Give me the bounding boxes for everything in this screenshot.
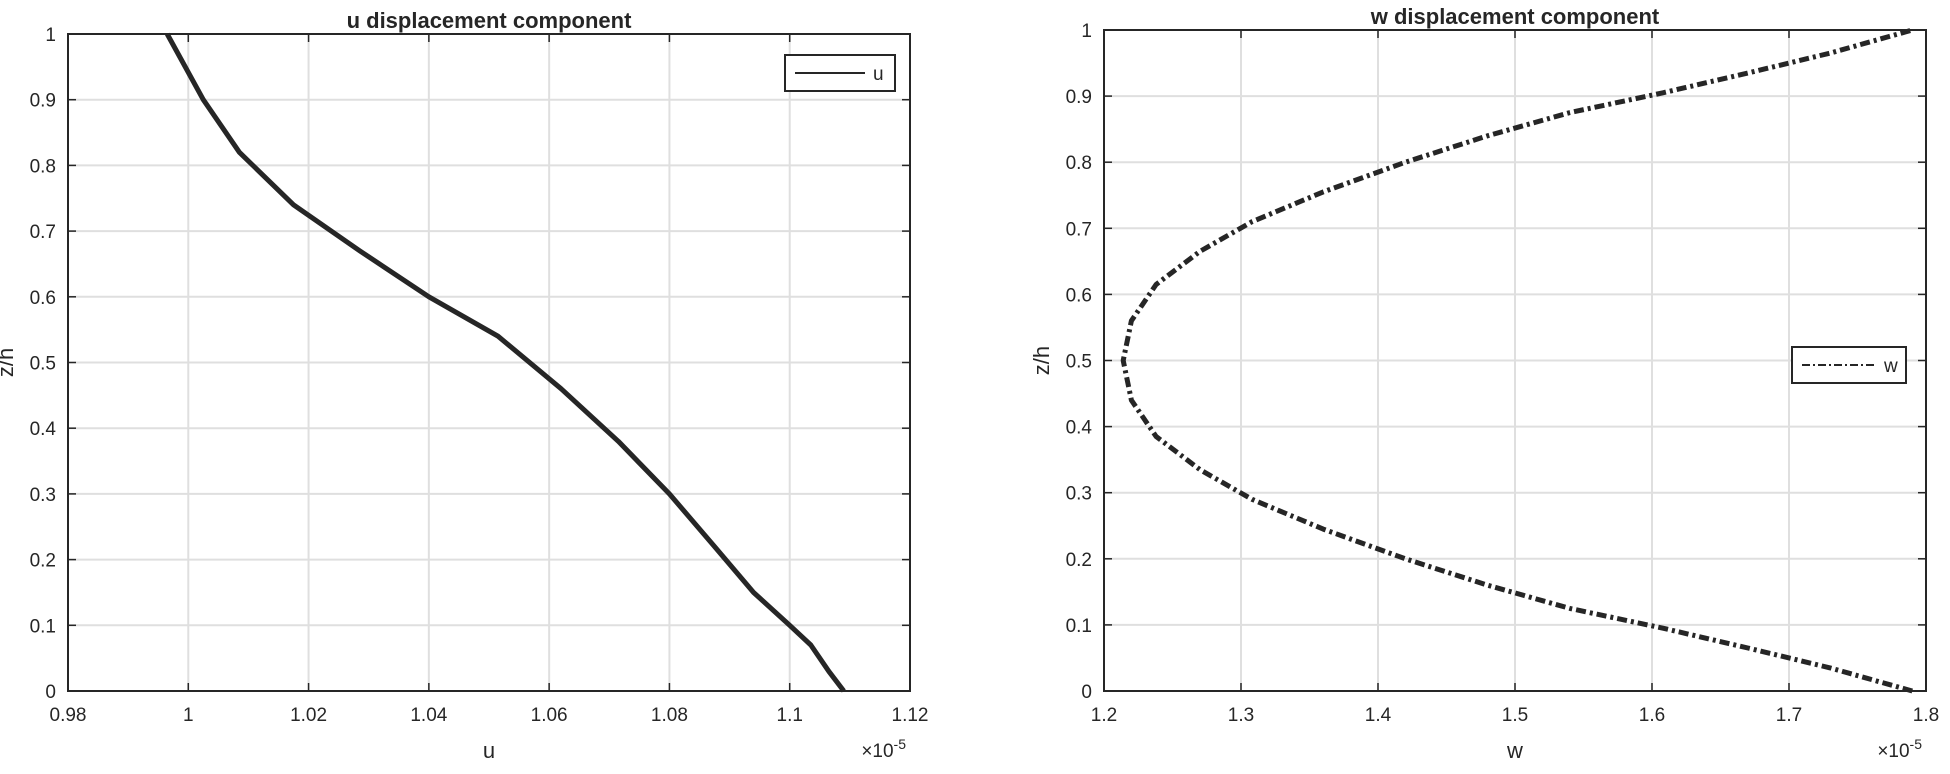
x-tick-label: 1.6 bbox=[1639, 705, 1665, 726]
y-tick-label: 1 bbox=[1081, 21, 1092, 42]
legend-box bbox=[1791, 346, 1907, 384]
x-tick-label: 0.98 bbox=[50, 705, 87, 726]
y-tick-label: 0 bbox=[1081, 682, 1092, 703]
x-axis-multiplier-exponent: -5 bbox=[1910, 736, 1923, 752]
x-axis-multiplier-exponent: -5 bbox=[894, 736, 907, 752]
x-tick-label: 1.7 bbox=[1776, 705, 1802, 726]
x-tick-label: 1.06 bbox=[531, 705, 568, 726]
x-axis-label: u bbox=[483, 738, 495, 763]
y-tick-label: 0.5 bbox=[30, 354, 56, 375]
x-axis-multiplier: ×10-5 bbox=[861, 736, 906, 762]
x-tick-label: 1.08 bbox=[651, 705, 688, 726]
x-axis-multiplier-base: ×10 bbox=[1877, 741, 1909, 762]
series-u-line bbox=[165, 32, 846, 693]
x-tick-label: 1.8 bbox=[1913, 705, 1939, 726]
x-tick-label: 1.02 bbox=[290, 705, 327, 726]
y-tick-label: 0.9 bbox=[30, 91, 56, 112]
y-tick-label: 0.6 bbox=[30, 288, 56, 309]
y-tick-label: 0.9 bbox=[1066, 87, 1092, 108]
y-tick-label: 0.4 bbox=[30, 419, 57, 440]
x-axis-label: w bbox=[1506, 738, 1523, 763]
grid-lines bbox=[68, 34, 910, 691]
legend: w bbox=[1791, 346, 1907, 384]
y-axis-label: z/h bbox=[1029, 346, 1054, 375]
y-tick-label: 0.1 bbox=[30, 616, 56, 637]
y-tick-label: 0.7 bbox=[1066, 219, 1092, 240]
x-tick-label: 1.3 bbox=[1228, 705, 1254, 726]
y-tick-label: 0.5 bbox=[1066, 352, 1092, 373]
series-w-line bbox=[1120, 27, 1913, 694]
w-displacement-chart: 1.2 1.3 1.4 1.5 1.6 1.7 1.8 0 0.1 0.2 0.3 0.4 0.5 0.6… bbox=[1029, 4, 1939, 763]
y-tick-label: 0.8 bbox=[1066, 153, 1092, 174]
y-tick-label: 0.2 bbox=[1066, 550, 1092, 571]
y-tick-label: 0.3 bbox=[1066, 484, 1092, 505]
y-tick-label: 0.4 bbox=[1066, 418, 1093, 439]
x-tick-label: 1.04 bbox=[410, 705, 447, 726]
y-tick-label: 0.2 bbox=[30, 551, 56, 572]
axes-box bbox=[67, 33, 911, 692]
y-tick-label: 0.3 bbox=[30, 485, 56, 506]
x-tick-label: 1 bbox=[183, 705, 194, 726]
x-tick-label: 1.4 bbox=[1365, 705, 1392, 726]
legend-label: w bbox=[1883, 356, 1898, 377]
x-axis-multiplier: ×10-5 bbox=[1877, 736, 1922, 762]
chart-title: w displacement component bbox=[1370, 4, 1660, 29]
y-tick-label: 0.6 bbox=[1066, 285, 1092, 306]
y-axis-label: z/h bbox=[0, 348, 18, 377]
x-tick-label: 1.1 bbox=[777, 705, 803, 726]
y-tick-label: 0.7 bbox=[30, 222, 56, 243]
legend: u bbox=[784, 54, 896, 92]
y-tick-label: 1 bbox=[45, 25, 56, 46]
axes-box bbox=[1103, 29, 1927, 692]
y-tick-label: 0.1 bbox=[1066, 616, 1092, 637]
legend-label: u bbox=[873, 64, 884, 85]
y-tick-label: 0.8 bbox=[30, 156, 56, 177]
u-displacement-chart: 0.98 1 1.02 1.04 1.06 1.08 1.1 1.12 0 0.1 0.2 0.3 0.… bbox=[0, 8, 928, 763]
y-tick-label: 0 bbox=[45, 682, 56, 703]
x-tick-label: 1.2 bbox=[1091, 705, 1117, 726]
x-axis-multiplier-base: ×10 bbox=[861, 741, 893, 762]
chart-title: u displacement component bbox=[347, 8, 632, 33]
x-tick-label: 1.12 bbox=[892, 705, 929, 726]
x-tick-label: 1.5 bbox=[1502, 705, 1528, 726]
